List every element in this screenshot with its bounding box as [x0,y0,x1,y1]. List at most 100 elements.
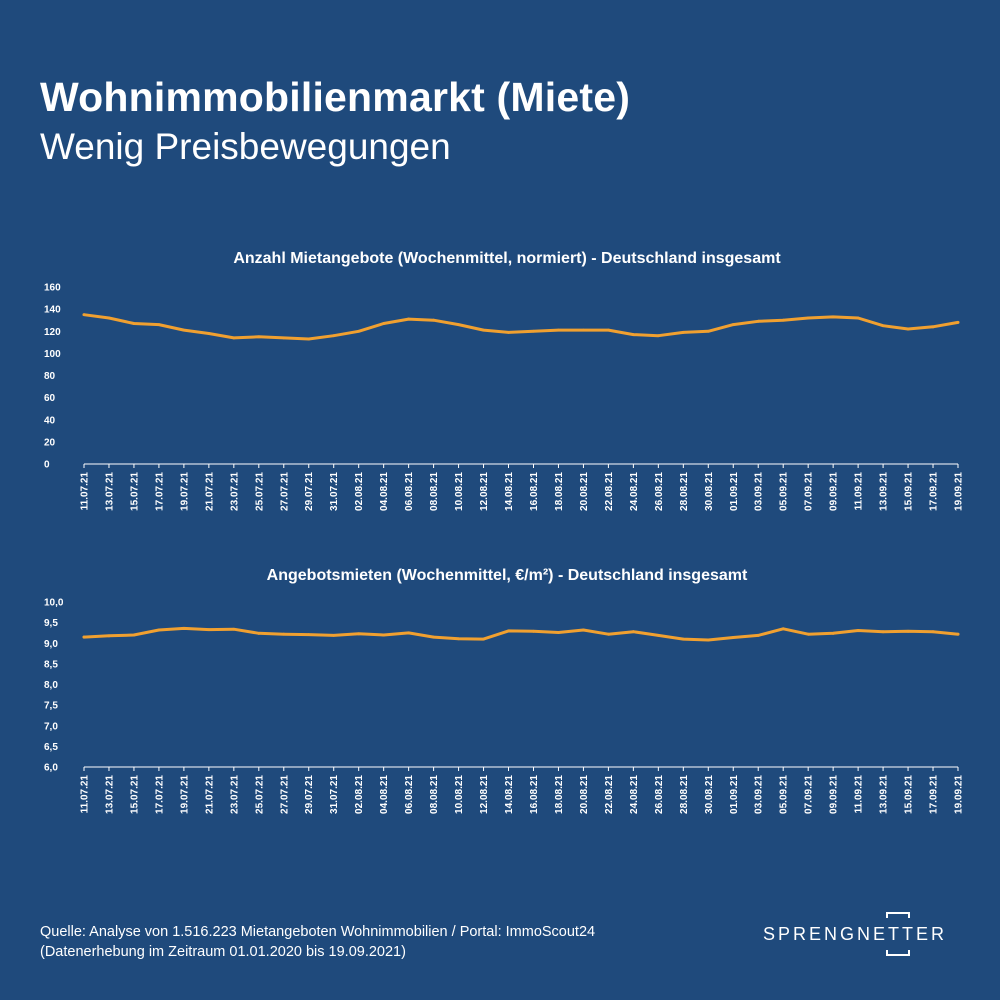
data-point [182,328,186,332]
x-tick-label: 23.07.21 [229,472,240,511]
x-tick-label: 26.08.21 [654,775,665,814]
data-point [731,323,735,327]
data-point [631,333,635,336]
x-tick-label: 06.08.21 [404,472,415,511]
data-point [931,325,935,329]
x-tick-label: 10.08.21 [454,775,465,814]
data-point [582,628,585,632]
x-tick-label: 03.09.21 [754,775,765,814]
x-tick-label: 28.08.21 [679,775,690,814]
x-tick-label: 22.08.21 [604,775,615,814]
data-point [706,329,710,333]
data-point [881,324,885,328]
x-tick-label: 30.08.21 [704,775,715,814]
data-point [357,329,361,333]
data-point [407,631,411,635]
data-point [956,321,960,324]
data-point [82,635,86,639]
data-point [781,318,785,322]
x-tick-label: 04.08.21 [379,472,390,511]
x-tick-label: 08.08.21 [429,775,440,814]
data-point [931,630,935,634]
x-tick-label: 16.08.21 [529,775,540,814]
x-tick-label: 04.08.21 [379,775,390,814]
source-line-2: (Datenerhebung im Zeitraum 01.01.2020 bi… [40,944,406,960]
y-tick-label: 7,5 [44,701,58,712]
data-point [557,631,560,634]
data-point [631,630,635,634]
x-tick-label: 21.07.21 [204,472,215,511]
data-point [607,328,610,332]
x-tick-label: 12.08.21 [479,472,490,511]
series-line [82,313,960,341]
chart-1-title: Anzahl Mietangebote (Wochenmittel, normi… [233,250,781,267]
data-point [806,632,810,636]
data-point [806,316,810,320]
data-point [557,328,560,332]
y-tick-label: 9,5 [44,618,58,629]
x-tick-label: 05.09.21 [779,775,790,814]
x-tick-label: 14.08.21 [504,775,515,814]
x-tick-label: 15.09.21 [904,775,915,814]
data-point [432,318,435,322]
x-tick-label: 30.08.21 [704,472,715,511]
data-point [232,336,236,340]
x-tick-label: 14.08.21 [504,472,515,511]
x-tick-label: 19.09.21 [954,775,965,814]
data-point [432,635,435,639]
y-tick-label: 60 [44,393,56,404]
data-point [831,315,835,319]
x-tick-label: 19.09.21 [954,472,965,511]
x-tick-label: 01.09.21 [729,472,740,511]
x-tick-label: 18.08.21 [554,775,565,814]
data-point [257,335,261,339]
x-tick-label: 24.08.21 [629,472,640,511]
y-tick-label: 160 [44,283,61,294]
data-point [132,633,136,637]
data-point [582,328,585,332]
x-tick-label: 13.09.21 [879,775,890,814]
x-tick-label: 13.07.21 [104,775,115,814]
series-line [82,626,960,642]
x-tick-label: 27.07.21 [279,472,290,511]
x-tick-label: 27.07.21 [279,775,290,814]
data-point [856,316,860,320]
x-tick-label: 20.08.21 [579,775,590,814]
page-title: Wohnimmobilienmarkt (Miete) [40,74,631,120]
logo-bracket-icon [886,912,910,956]
x-tick-label: 05.09.21 [779,472,790,511]
data-point [482,637,485,641]
data-point [157,323,161,327]
logo-text: SPRENGNETTER [763,924,948,944]
y-tick-label: 80 [44,371,56,382]
y-tick-label: 100 [44,349,61,360]
data-point [282,336,286,340]
data-point [881,630,885,634]
rent-prices-chart: 6,0 6,5 7,0 7,5 8,0 8,5 9,0 9,5 10,0 11.07.21 13.0… [44,598,965,814]
x-tick-label: 25.07.21 [254,472,265,511]
data-point [706,638,710,642]
x-tick-label: 13.07.21 [104,472,115,511]
data-point [382,322,386,325]
offers-count-chart: 0 20 40 60 80 100 120 140 160 11.07.21 13.07.21 15.… [44,283,965,511]
data-point [681,330,685,334]
x-tick-label: 07.09.21 [804,775,815,814]
y-tick-label: 8,0 [44,680,58,691]
x-tick-label: 01.09.21 [729,775,740,814]
x-tick-label: 11.09.21 [854,472,865,511]
x-tick-label: 12.08.21 [479,775,490,814]
x-tick-label: 26.08.21 [654,472,665,511]
x-tick-label: 08.08.21 [429,472,440,511]
y-tick-label: 120 [44,327,61,338]
x-tick-label: 22.08.21 [604,472,615,511]
x-tick-label: 11.07.21 [80,775,91,814]
data-point [457,323,460,327]
x-tick-label: 18.08.21 [554,472,565,511]
x-tick-label: 20.08.21 [579,472,590,511]
data-point [107,316,111,320]
sprengnetter-logo: SPRENGNETTER [763,912,953,958]
data-point [731,636,735,639]
data-point [282,632,286,636]
x-tick-label: 17.09.21 [929,472,940,511]
x-tick-label: 07.09.21 [804,472,815,511]
